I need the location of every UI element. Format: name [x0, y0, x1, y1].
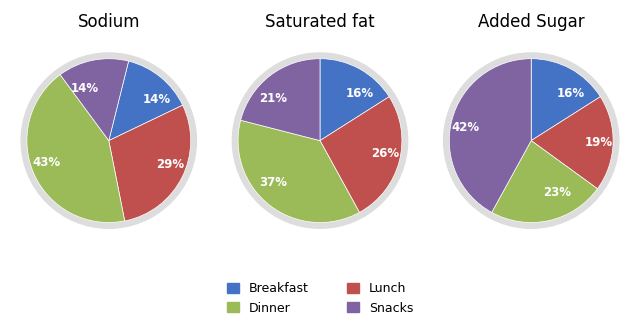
Wedge shape — [320, 97, 402, 213]
Wedge shape — [60, 59, 129, 141]
Wedge shape — [238, 120, 360, 223]
Text: 19%: 19% — [584, 136, 612, 149]
Wedge shape — [109, 105, 191, 221]
Wedge shape — [531, 97, 613, 189]
Title: Sodium: Sodium — [77, 13, 140, 31]
Text: 16%: 16% — [557, 87, 585, 100]
Wedge shape — [320, 59, 389, 141]
Text: 23%: 23% — [543, 186, 571, 199]
Text: 14%: 14% — [143, 93, 171, 106]
Legend: Breakfast, Dinner, Lunch, Snacks: Breakfast, Dinner, Lunch, Snacks — [220, 276, 420, 321]
Wedge shape — [27, 75, 125, 223]
Text: 16%: 16% — [346, 87, 374, 100]
Text: 26%: 26% — [372, 147, 400, 160]
Circle shape — [232, 53, 408, 228]
Wedge shape — [109, 61, 182, 141]
Circle shape — [444, 53, 619, 228]
Wedge shape — [492, 141, 598, 223]
Wedge shape — [449, 59, 531, 213]
Wedge shape — [241, 59, 320, 141]
Text: 29%: 29% — [156, 158, 184, 171]
Text: 43%: 43% — [32, 156, 60, 169]
Text: 37%: 37% — [259, 176, 287, 189]
Title: Added Sugar: Added Sugar — [478, 13, 584, 31]
Wedge shape — [531, 59, 600, 141]
Circle shape — [21, 53, 196, 228]
Title: Saturated fat: Saturated fat — [265, 13, 375, 31]
Text: 42%: 42% — [451, 121, 479, 134]
Text: 21%: 21% — [259, 92, 287, 105]
Text: 14%: 14% — [70, 82, 99, 95]
